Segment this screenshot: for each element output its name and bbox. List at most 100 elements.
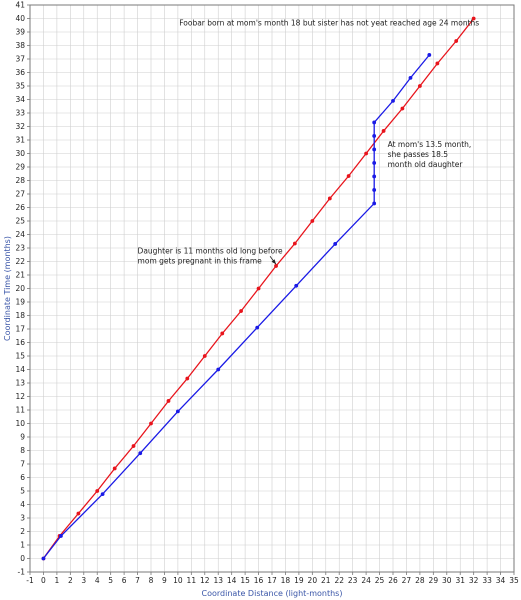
series-0-point: [131, 444, 136, 448]
x-tick-label: 13: [213, 576, 223, 585]
series-0-point: [327, 196, 332, 201]
series-0-point: [454, 39, 459, 43]
y-tick-label: 16: [15, 338, 25, 347]
x-tick-label: 24: [361, 576, 371, 585]
annotation-text: Daughter is 11 months old long before: [138, 246, 284, 255]
x-tick-label: -1: [26, 576, 34, 585]
x-tick-label: 10: [173, 576, 183, 585]
x-tick-label: 12: [200, 576, 210, 585]
y-tick-label: 18: [15, 311, 25, 320]
series-0-point: [381, 129, 386, 133]
y-tick-label: 39: [15, 28, 25, 37]
x-tick-label: 1: [54, 576, 59, 585]
x-tick-label: 33: [482, 576, 492, 585]
series-1-point: [372, 174, 377, 179]
y-tick-label: 17: [15, 325, 25, 334]
y-tick-label: 3: [20, 514, 25, 523]
x-tick-label: 2: [68, 576, 73, 585]
series-1-point: [255, 325, 260, 330]
series-0-point: [400, 106, 405, 111]
annotation-0: Foobar born at mom's month 18 but sister…: [179, 18, 479, 27]
y-tick-label: 32: [15, 122, 25, 131]
annotation-text: At mom's 13.5 month,: [388, 140, 472, 149]
series-1-point: [175, 409, 180, 414]
series-1-point: [41, 556, 46, 561]
series-0-point: [185, 376, 190, 381]
y-tick-label: 29: [15, 163, 25, 172]
y-tick-label: 34: [15, 95, 25, 104]
y-tick-label: 9: [20, 433, 25, 442]
series-1-point: [408, 76, 413, 80]
y-tick-label: 36: [15, 68, 25, 77]
series-0-point: [202, 354, 207, 358]
series-0-point: [310, 219, 315, 223]
x-tick-label: 8: [149, 576, 154, 585]
x-tick-label: 11: [187, 576, 197, 585]
y-tick-label: 40: [15, 14, 25, 23]
series-1-point: [372, 201, 377, 206]
y-tick-label: 7: [20, 460, 25, 469]
x-tick-label: 34: [496, 576, 506, 585]
y-tick-label: 14: [15, 365, 25, 374]
series-0-point: [166, 399, 171, 403]
y-tick-label: 28: [15, 176, 25, 185]
annotation-text: month old daughter: [388, 160, 464, 169]
annotations: Foobar born at mom's month 18 but sister…: [138, 18, 480, 265]
series-0-point: [471, 16, 476, 21]
series-0-point: [364, 151, 369, 156]
series-1-point: [391, 98, 395, 103]
y-tick-label: 30: [15, 149, 25, 158]
x-tick-label: 26: [388, 576, 398, 585]
y-tick-label: 11: [15, 406, 25, 415]
x-tick-label: 0: [41, 576, 46, 585]
series-1-point: [372, 147, 377, 152]
series-1-point: [372, 134, 377, 138]
y-tick-label: 38: [15, 41, 25, 50]
y-tick-label: 35: [15, 82, 25, 91]
series-1: [41, 53, 432, 561]
series-0-point: [76, 511, 81, 516]
series-0: [41, 16, 476, 561]
series-0-point: [112, 466, 117, 471]
annotation-1: At mom's 13.5 month,she passes 18.5month…: [388, 140, 472, 169]
x-tick-label: 16: [254, 576, 264, 585]
y-tick-label: 4: [20, 500, 25, 509]
x-tick-label: 14: [227, 576, 237, 585]
x-tick-label: 15: [240, 576, 250, 585]
x-tick-label: 6: [122, 576, 127, 585]
series-1-point: [372, 188, 377, 192]
x-tick-label: 7: [135, 576, 140, 585]
series-0-point: [417, 84, 422, 88]
x-tick-label: 18: [281, 576, 291, 585]
x-tick-label: 23: [348, 576, 358, 585]
x-tick-label: 29: [429, 576, 439, 585]
x-tick-label: 4: [95, 576, 100, 585]
series-0-point: [292, 241, 297, 246]
series-1-point: [372, 120, 377, 125]
y-tick-label: 12: [15, 392, 25, 401]
y-tick-label: 27: [15, 190, 25, 199]
annotation-text: mom gets pregnant in this frame: [138, 256, 263, 265]
x-axis-label: Coordinate Distance (light-months): [202, 589, 343, 598]
y-tick-label: 13: [15, 379, 25, 388]
y-tick-label: 37: [15, 55, 25, 64]
x-tick-label: 21: [321, 576, 331, 585]
series-1-point: [216, 367, 221, 372]
y-tick-label: 22: [15, 257, 25, 266]
y-tick-label: 26: [15, 203, 25, 212]
x-tick-label: 3: [81, 576, 86, 585]
series-0-point: [274, 264, 278, 268]
y-tick-label: 33: [15, 109, 25, 118]
series-0-point: [346, 174, 351, 178]
y-tick-label: 25: [15, 217, 25, 226]
x-tick-label: 25: [375, 576, 385, 585]
series-1-point: [100, 492, 105, 497]
series-1-point: [138, 451, 143, 456]
y-tick-label: 19: [15, 298, 25, 307]
annotation-text: Foobar born at mom's month 18 but sister…: [179, 18, 479, 27]
series-1-point: [333, 242, 338, 246]
series-0-point: [256, 286, 261, 291]
x-tick-label: 35: [509, 576, 519, 585]
y-tick-label: 20: [15, 284, 25, 293]
